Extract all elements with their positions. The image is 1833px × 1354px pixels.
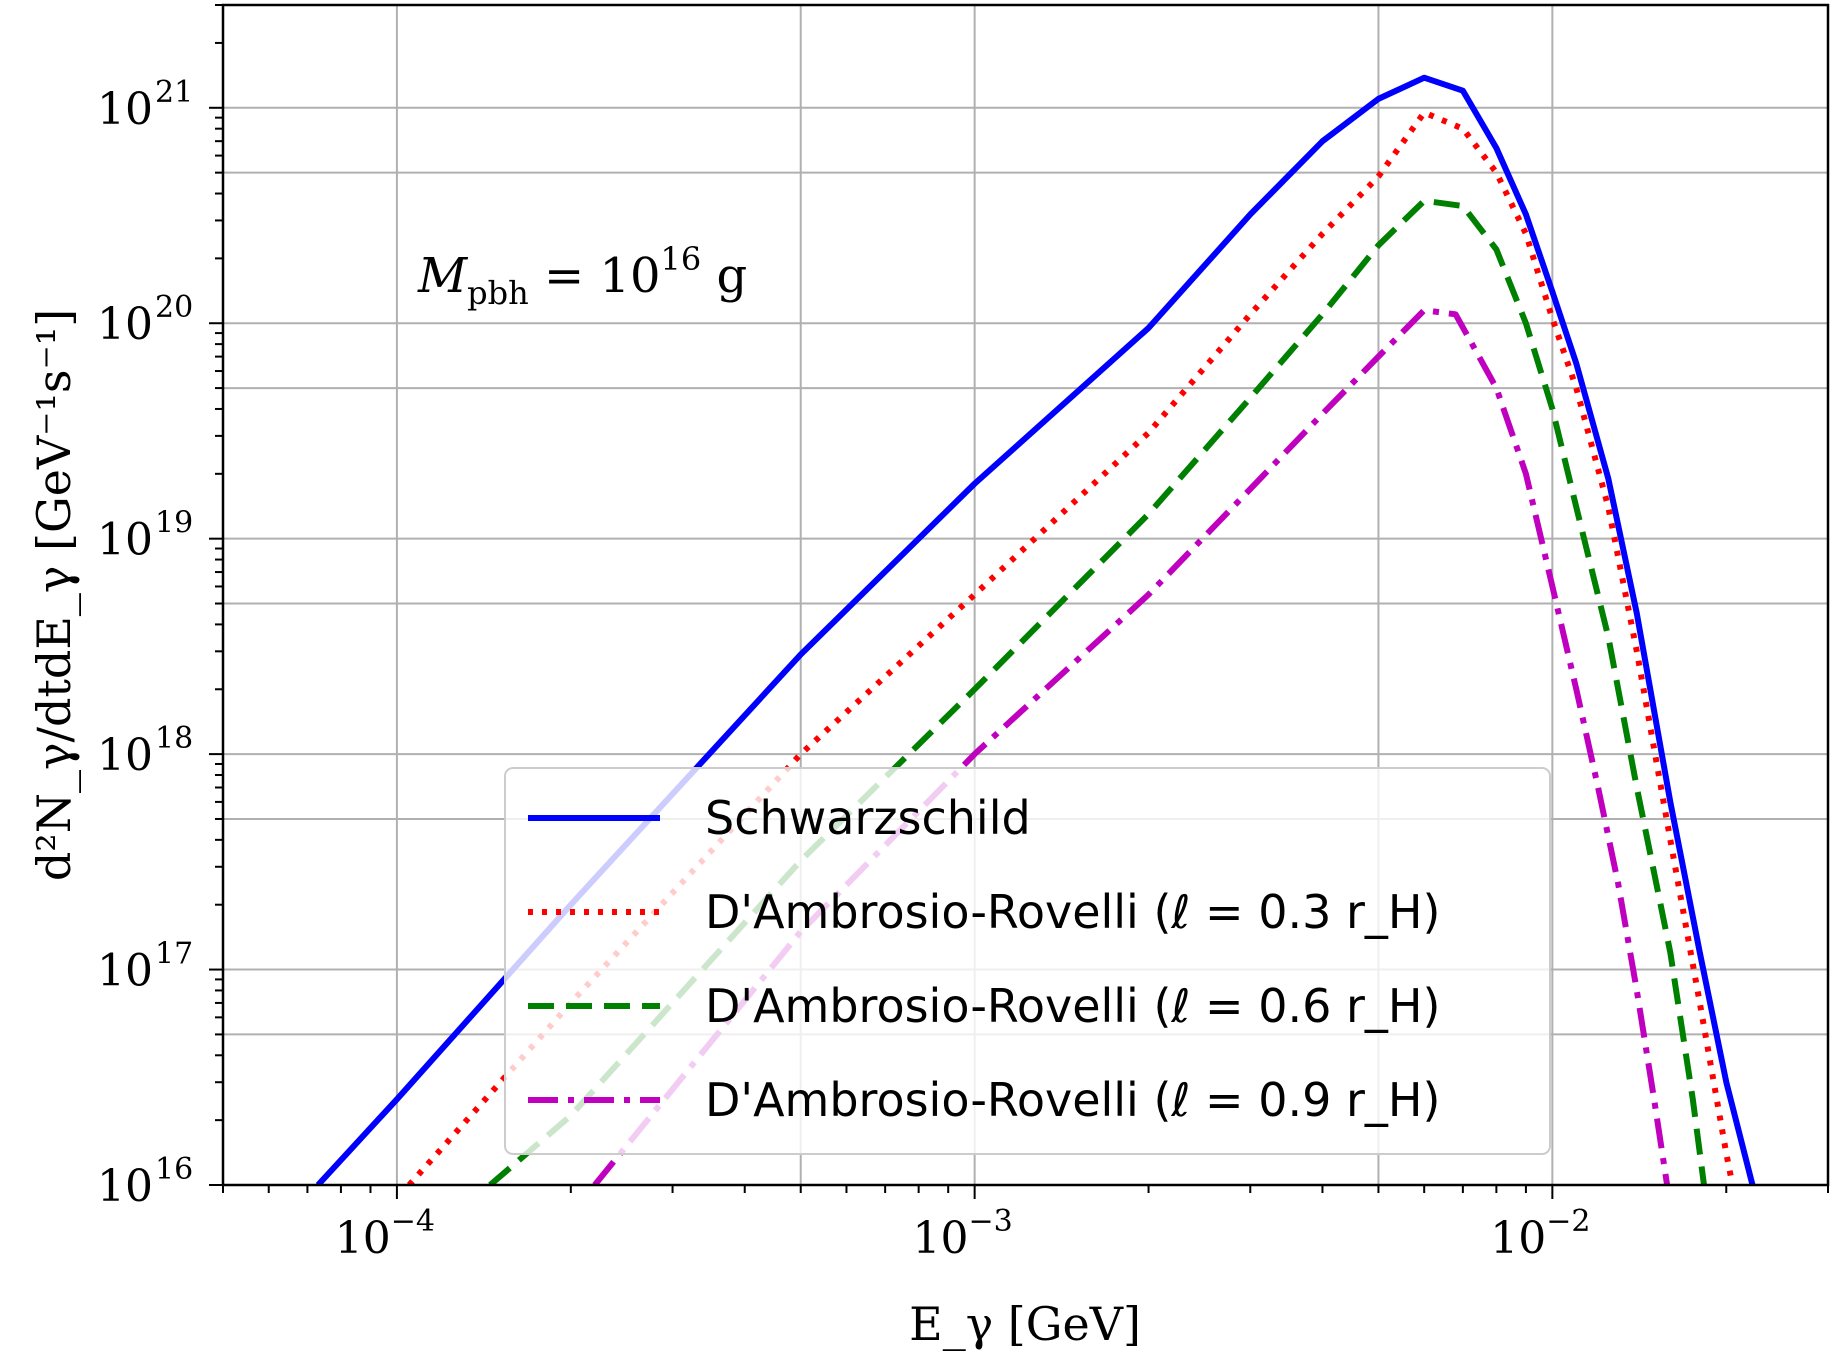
y-tick-label: 10 (97, 515, 153, 566)
series-line-4 (592, 307, 1671, 1185)
annotation-mass: Mpbh = 1016 g (417, 240, 747, 312)
series-group (315, 74, 1756, 1185)
series-line-1 (315, 74, 1756, 1185)
y-tick-label: 10 (97, 299, 153, 350)
legend-box (504, 767, 1551, 1155)
x-tick-label: 10−3 (913, 1204, 1013, 1264)
legend-label-2: D'Ambrosio-Rovelli (ℓ = 0.3 r_H) (705, 885, 1440, 939)
y-axis-label: d²N_γ/dtdE_γ [GeV⁻¹s⁻¹] (27, 309, 81, 881)
y-tick-label: 10 (97, 1161, 153, 1212)
y-tick-exponent: 18 (155, 721, 193, 756)
y-tick-exponent: 21 (155, 75, 193, 110)
y-tick-exponent: 17 (155, 937, 193, 972)
y-tick-label: 10 (97, 946, 153, 997)
legend-label-3: D'Ambrosio-Rovelli (ℓ = 0.6 r_H) (705, 979, 1440, 1033)
series-line-3 (488, 197, 1707, 1185)
plot-frame (221, 3, 1830, 1187)
y-tick-label: 10 (97, 730, 153, 781)
series-line-2 (406, 109, 1736, 1185)
x-tick-label: 10−2 (1490, 1204, 1590, 1264)
x-axis-label: E_γ [GeV] (909, 1297, 1141, 1351)
y-tick-exponent: 16 (155, 1152, 193, 1187)
legend: Schwarzschild D'Ambrosio-Rovelli (ℓ = 0.3… (504, 767, 1551, 1155)
y-tick-exponent: 20 (155, 290, 193, 325)
legend-label-1: Schwarzschild (705, 791, 1031, 845)
legend-label-4: D'Ambrosio-Rovelli (ℓ = 0.9 r_H) (705, 1073, 1440, 1127)
y-tick-label: 10 (97, 84, 153, 135)
y-tick-exponent: 19 (155, 506, 193, 541)
x-tick-label: 10−4 (335, 1204, 435, 1264)
